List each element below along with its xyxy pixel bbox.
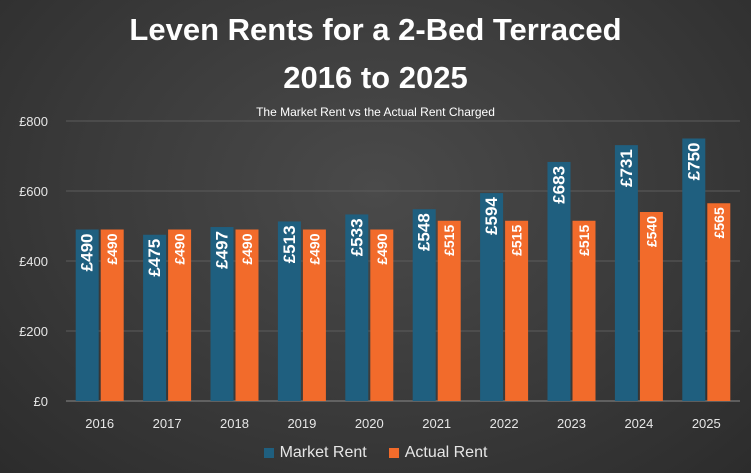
y-tick-label: £200 [19,324,48,339]
bar-market-rent [682,138,706,401]
data-label-actual-rent: £490 [374,233,390,264]
x-tick-label: 2018 [220,416,249,431]
data-label-market-rent: £533 [347,218,366,256]
bar-market-rent [210,227,234,401]
bar-market-rent [277,221,301,401]
data-label-market-rent: £594 [482,197,501,235]
data-label-actual-rent: £490 [172,233,188,264]
data-label-actual-rent: £565 [711,207,727,238]
x-tick-label: 2022 [490,416,519,431]
bar-actual-rent [370,229,394,401]
bar-market-rent [75,229,99,401]
y-tick-label: £800 [19,114,48,129]
bar-actual-rent [235,229,259,401]
bar-actual-rent [437,220,461,401]
data-label-market-rent: £683 [550,166,569,204]
bar-market-rent [143,234,167,401]
bar-actual-rent [168,229,192,401]
legend-label-actual-rent: Actual Rent [404,444,488,461]
x-tick-label: 2023 [557,416,586,431]
bar-actual-rent [302,229,326,401]
data-label-market-rent: £731 [617,149,636,187]
data-label-actual-rent: £515 [509,225,525,256]
bar-actual-rent [639,212,663,401]
legend-item-market-rent: Market Rent [263,444,367,462]
data-label-market-rent: £513 [280,225,299,263]
data-label-actual-rent: £515 [441,225,457,256]
x-tick-label: 2016 [85,416,114,431]
y-tick-label: £600 [19,184,48,199]
data-label-market-rent: £750 [684,143,703,181]
legend: Market Rent Actual Rent [0,444,751,462]
y-tick-label: £0 [34,394,48,409]
bar-actual-rent [505,220,529,401]
data-label-actual-rent: £490 [239,233,255,264]
bar-actual-rent [100,229,124,401]
chart-title: Leven Rents for a 2-Bed Terraced [129,12,622,47]
x-tick-label: 2024 [624,416,653,431]
data-label-market-rent: £490 [78,234,97,272]
y-tick-label: £400 [19,254,48,269]
x-tick-label: 2019 [287,416,316,431]
bar-actual-rent [707,203,731,401]
data-label-actual-rent: £540 [643,216,659,247]
chart-subtitle: The Market Rent vs the Actual Rent Charg… [256,105,495,119]
x-tick-label: 2021 [422,416,451,431]
x-tick-label: 2017 [153,416,182,431]
bar-market-rent [480,193,504,401]
bar-market-rent [614,145,638,401]
data-label-market-rent: £548 [415,213,434,251]
data-label-actual-rent: £490 [104,233,120,264]
bar-market-rent [547,161,571,401]
legend-swatch-actual-rent [388,448,399,458]
x-tick-label: 2020 [355,416,384,431]
bar-actual-rent [572,220,596,401]
legend-item-actual-rent: Actual Rent [388,444,488,462]
chart-title-years: 2016 to 2025 [283,60,468,95]
data-label-market-rent: £475 [145,239,164,277]
legend-swatch-market-rent [263,448,274,458]
bar-market-rent [412,209,436,401]
bar-market-rent [345,214,369,401]
x-tick-label: 2025 [692,416,721,431]
data-label-actual-rent: £490 [306,233,322,264]
data-label-market-rent: £497 [213,231,232,269]
legend-label-market-rent: Market Rent [279,444,367,461]
data-label-actual-rent: £515 [576,225,592,256]
